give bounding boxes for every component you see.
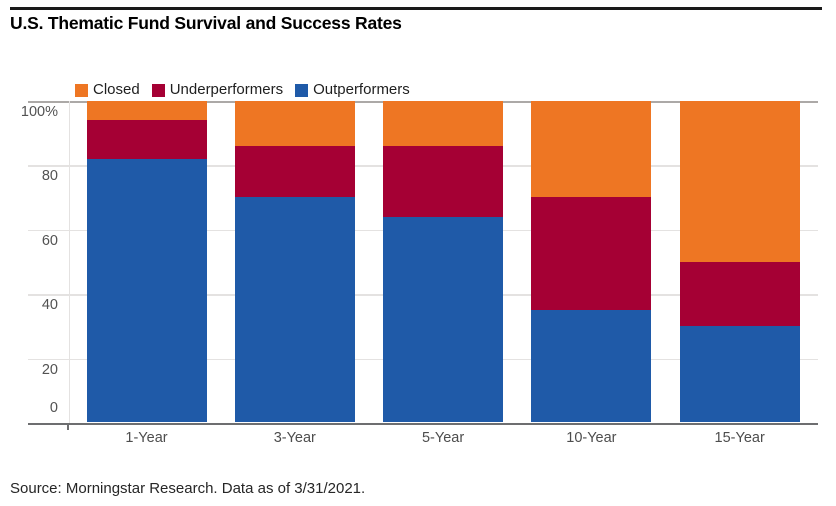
chart-title: U.S. Thematic Fund Survival and Success … bbox=[10, 13, 402, 33]
legend-label: Closed bbox=[93, 81, 140, 98]
y-axis-tick-label: 40 bbox=[41, 297, 58, 314]
bar-segment-outperformers-3-year bbox=[234, 197, 355, 423]
bar-segment-underperformers-5-year bbox=[383, 146, 504, 217]
y-axis-tick-label: 20 bbox=[41, 361, 58, 378]
legend-swatch-icon bbox=[151, 83, 165, 97]
bar-segment-outperformers-10-year bbox=[531, 309, 652, 423]
bar-5-year bbox=[383, 101, 504, 423]
x-axis-category-label: 1-Year bbox=[125, 430, 168, 446]
legend-item-closed: Closed bbox=[75, 81, 140, 98]
bar-segment-closed-1-year bbox=[86, 101, 207, 121]
bar-segment-closed-3-year bbox=[234, 101, 355, 146]
top-rule bbox=[10, 7, 822, 10]
bar-segment-closed-5-year bbox=[383, 101, 504, 146]
y-axis-tick-label: 100% bbox=[20, 104, 58, 120]
source-note: Source: Morningstar Research. Data as of… bbox=[10, 480, 366, 497]
y-axis-tick-label: 60 bbox=[41, 232, 58, 249]
x-axis-line bbox=[28, 423, 818, 425]
bar-segment-closed-15-year bbox=[679, 101, 800, 262]
bar-segment-outperformers-15-year bbox=[679, 326, 800, 423]
y-axis-tick-label: 80 bbox=[41, 168, 58, 185]
legend-swatch-icon bbox=[75, 83, 88, 97]
bar-segment-underperformers-15-year bbox=[679, 261, 800, 327]
x-axis-category-label: 10-Year bbox=[566, 430, 617, 446]
x-axis-category-label: 15-Year bbox=[714, 430, 765, 446]
legend-item-outperformers: Outperformers bbox=[295, 81, 410, 98]
bar-segment-underperformers-10-year bbox=[531, 197, 652, 310]
x-axis-category-label: 5-Year bbox=[421, 430, 465, 446]
x-axis-tick bbox=[67, 423, 69, 430]
legend-swatch-icon bbox=[295, 83, 309, 97]
bar-1-year bbox=[86, 101, 207, 423]
y-axis-line bbox=[68, 101, 70, 423]
bar-segment-underperformers-3-year bbox=[234, 146, 355, 198]
bar-segment-underperformers-1-year bbox=[86, 120, 207, 159]
legend-item-underperformers: Underperformers bbox=[151, 81, 284, 98]
bar-15-year bbox=[679, 101, 800, 423]
x-axis-category-label: 3-Year bbox=[273, 430, 316, 446]
bar-segment-outperformers-5-year bbox=[383, 216, 504, 423]
bar-segment-outperformers-1-year bbox=[86, 158, 207, 423]
legend: Closed Underperformers Outperformers bbox=[75, 81, 422, 98]
legend-label: Underperformers bbox=[169, 81, 284, 98]
y-axis-tick-label: 0 bbox=[49, 400, 58, 416]
bar-10-year bbox=[531, 101, 652, 423]
bar-segment-closed-10-year bbox=[531, 101, 652, 198]
bar-3-year bbox=[234, 101, 355, 423]
legend-label: Outperformers bbox=[313, 81, 410, 98]
